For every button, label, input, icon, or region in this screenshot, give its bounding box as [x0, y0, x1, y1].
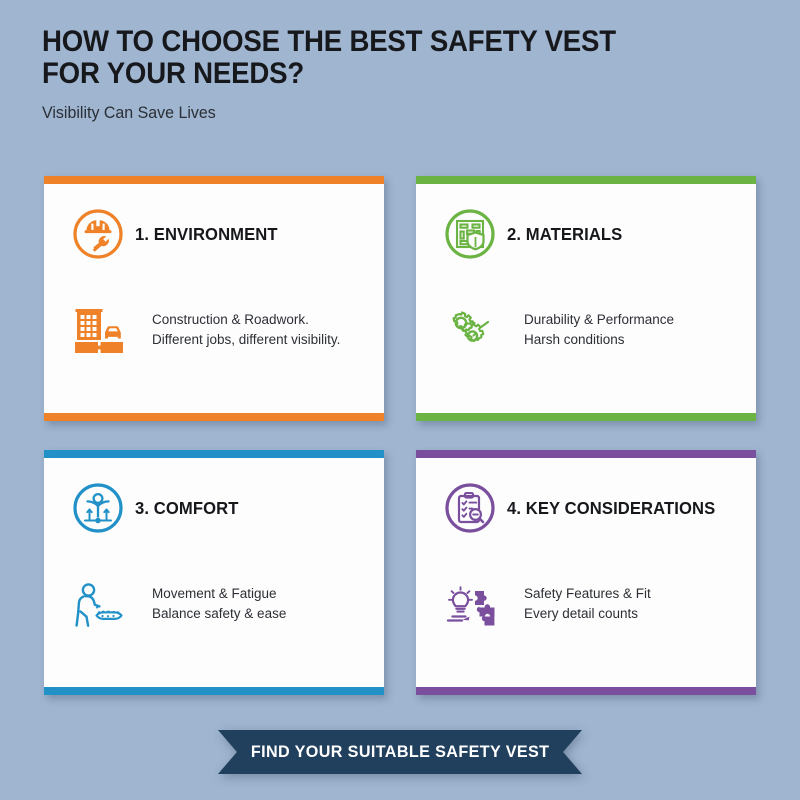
- card-body: Safety Features & Fit Every detail count…: [444, 578, 736, 634]
- card-accent-bar-top: [416, 450, 756, 458]
- fabric-shield-icon: [444, 208, 496, 260]
- card-header: 1. ENVIRONMENT: [72, 208, 285, 260]
- page-title: HOW TO CHOOSE THE BEST SAFETY VEST FOR Y…: [42, 25, 616, 91]
- card-body: Construction & Roadwork. Different jobs,…: [72, 304, 364, 360]
- card-title: 3. COMFORT: [135, 497, 239, 518]
- body-line: Movement & Fatigue: [152, 586, 277, 601]
- card-body-lines: Safety Features & Fit Every detail count…: [524, 578, 651, 623]
- lightbulb-puzzle-icon: [444, 578, 500, 634]
- body-line: Different jobs, different visibility.: [152, 331, 341, 347]
- card-header: 4. KEY CONSIDERATIONS: [444, 482, 726, 534]
- card-accent-bar-top: [44, 176, 384, 184]
- hard-hat-wrench-icon: [72, 208, 124, 260]
- card-title: 4. KEY CONSIDERATIONS: [507, 497, 716, 518]
- building-car-road-icon: [72, 304, 128, 360]
- clipboard-magnifier-icon: [444, 482, 496, 534]
- person-stretch-arrows-icon: [72, 482, 124, 534]
- card-environment[interactable]: 1. ENVIRONMENT: [44, 176, 384, 421]
- card-accent-bar-top: [44, 450, 384, 458]
- body-line: Construction & Roadwork.: [152, 312, 309, 327]
- card-accent-bar-bottom: [416, 413, 756, 421]
- card-title: 1. ENVIRONMENT: [135, 223, 278, 244]
- body-line: Balance safety & ease: [152, 605, 287, 621]
- card-title: 2. MATERIALS: [507, 223, 623, 244]
- card-header: 3. COMFORT: [72, 482, 244, 534]
- card-materials[interactable]: 2. MATERIALS Durability: [416, 176, 756, 421]
- card-accent-bar-bottom: [44, 687, 384, 695]
- gears-icon: [444, 304, 500, 360]
- body-line: Every detail counts: [524, 605, 639, 621]
- card-body: Durability & Performance Harsh condition…: [444, 304, 736, 360]
- cta-ribbon[interactable]: FIND YOUR SUITABLE SAFETY VEST: [218, 730, 582, 774]
- cta-ribbon-label: FIND YOUR SUITABLE SAFETY VEST: [250, 742, 550, 761]
- card-body-lines: Movement & Fatigue Balance safety & ease: [152, 578, 286, 623]
- header: HOW TO CHOOSE THE BEST SAFETY VEST FOR Y…: [42, 25, 742, 123]
- card-header: 2. MATERIALS: [444, 208, 628, 260]
- body-line: Durability & Performance: [524, 312, 675, 327]
- card-key-considerations[interactable]: 4. KEY CONSIDERATIONS: [416, 450, 756, 695]
- card-body-lines: Construction & Roadwork. Different jobs,…: [152, 304, 340, 349]
- page-subtitle: Visibility Can Save Lives: [42, 102, 216, 122]
- body-line: Safety Features & Fit: [524, 586, 651, 601]
- worker-lifting-icon: [72, 578, 128, 634]
- card-accent-bar-bottom: [416, 687, 756, 695]
- card-accent-bar-bottom: [44, 413, 384, 421]
- card-body-lines: Durability & Performance Harsh condition…: [524, 304, 674, 349]
- card-comfort[interactable]: 3. COMFORT: [44, 450, 384, 695]
- card-body: Movement & Fatigue Balance safety & ease: [72, 578, 364, 634]
- card-accent-bar-top: [416, 176, 756, 184]
- body-line: Harsh conditions: [524, 331, 625, 347]
- cta-ribbon-shape[interactable]: FIND YOUR SUITABLE SAFETY VEST: [218, 730, 582, 774]
